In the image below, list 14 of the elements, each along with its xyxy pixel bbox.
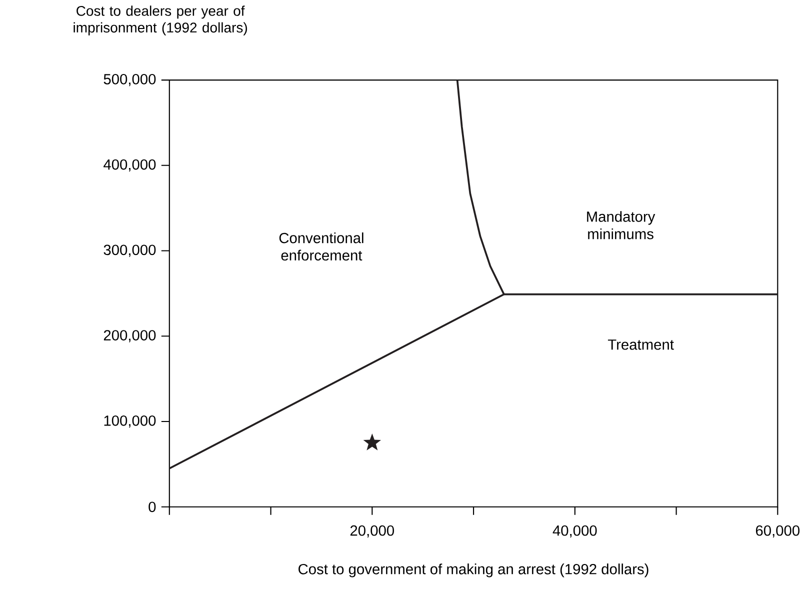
x-tick-label: 40,000 bbox=[552, 526, 597, 538]
y-tick-label: 400,000 bbox=[104, 160, 156, 172]
x-axis-title: Cost to government of making an arrest (1992 dollars) bbox=[298, 564, 648, 578]
x-tick-label: 20,000 bbox=[350, 526, 394, 538]
annotation: Mandatory minimums bbox=[587, 211, 656, 240]
annotation: Treatment bbox=[608, 340, 674, 350]
x-tick-label: 60,000 bbox=[756, 526, 800, 538]
annotation: Conventional enforcement bbox=[279, 232, 364, 261]
y-tick-label: 100,000 bbox=[104, 416, 156, 428]
y-tick-label: 500,000 bbox=[104, 74, 156, 86]
y-tick-label: 200,000 bbox=[104, 330, 156, 342]
y-tick-label: 0 bbox=[148, 502, 156, 512]
y-axis-title: Cost to dealers per year of imprisonment (1992 dollars) bbox=[74, 6, 247, 36]
y-tick-label: 300,000 bbox=[104, 244, 156, 258]
